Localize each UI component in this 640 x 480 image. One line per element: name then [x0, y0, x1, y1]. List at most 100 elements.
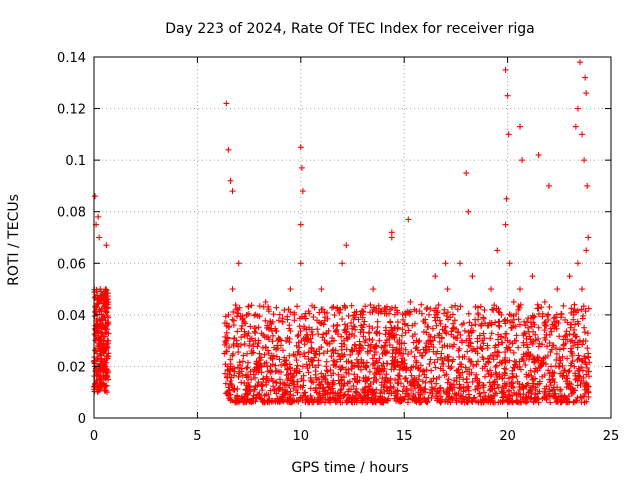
x-tick-label: 15 [396, 429, 413, 444]
data-point [445, 357, 452, 364]
data-point [387, 306, 394, 313]
data-point [513, 337, 520, 344]
x-axis-label: GPS time / hours [291, 460, 408, 476]
data-point [273, 304, 280, 311]
data-point [299, 188, 306, 195]
data-point [452, 395, 459, 402]
data-point [292, 352, 299, 359]
data-point [476, 390, 483, 397]
data-point [510, 298, 517, 305]
data-point [380, 344, 387, 351]
data-point [284, 316, 291, 323]
data-point [232, 302, 239, 309]
data-point [342, 391, 349, 398]
data-point [265, 336, 272, 343]
data-point [240, 352, 247, 359]
data-point [311, 304, 318, 311]
data-point [497, 333, 504, 340]
data-point [465, 387, 472, 394]
data-point [527, 367, 534, 374]
data-point [247, 368, 254, 375]
data-point [564, 336, 571, 343]
data-point [450, 324, 457, 331]
data-point [557, 370, 564, 377]
data-point [516, 321, 523, 328]
data-point [336, 353, 343, 360]
data-point [425, 323, 432, 330]
data-point [299, 363, 306, 370]
data-point [332, 363, 339, 370]
data-point [295, 331, 302, 338]
data-point [480, 330, 487, 337]
data-point [441, 372, 448, 379]
data-point [547, 325, 554, 332]
data-point [341, 302, 348, 309]
data-point [359, 309, 366, 316]
y-tick-label: 0.04 [57, 309, 86, 324]
data-point [319, 306, 326, 313]
data-point [239, 358, 246, 365]
data-point [469, 273, 476, 280]
data-point [276, 311, 283, 318]
data-point [105, 314, 112, 321]
data-point [372, 399, 379, 406]
data-point [397, 393, 404, 400]
data-point [545, 311, 552, 318]
data-point [235, 260, 242, 267]
data-point [574, 377, 581, 384]
data-point [287, 370, 294, 377]
data-point [400, 396, 407, 403]
data-point [429, 390, 436, 397]
data-point [475, 398, 482, 405]
data-point [389, 344, 396, 351]
data-point [467, 327, 474, 334]
data-point [336, 380, 343, 387]
data-point [407, 367, 414, 374]
data-point [274, 345, 281, 352]
data-point [546, 331, 553, 338]
data-point [503, 195, 510, 202]
data-point [270, 311, 277, 318]
data-point [286, 335, 293, 342]
chart-title: Day 223 of 2024, Rate Of TEC Index for r… [165, 21, 534, 37]
x-tick-label: 0 [90, 429, 98, 444]
data-point [544, 392, 551, 399]
data-point [93, 369, 100, 376]
data-point [531, 321, 538, 328]
data-point [510, 364, 517, 371]
data-point [582, 337, 589, 344]
data-point [234, 310, 241, 317]
data-point [505, 375, 512, 382]
data-point [560, 369, 567, 376]
data-point [513, 332, 520, 339]
data-point [366, 336, 373, 343]
data-point [312, 371, 319, 378]
data-point [570, 342, 577, 349]
data-point [549, 342, 556, 349]
data-point [247, 323, 254, 330]
data-point [422, 320, 429, 327]
data-point [545, 367, 552, 374]
data-point [373, 305, 380, 312]
data-point [103, 353, 110, 360]
data-point [236, 304, 243, 311]
data-point [572, 321, 579, 328]
data-point [252, 337, 259, 344]
data-point [501, 369, 508, 376]
data-point [475, 311, 482, 318]
data-point [495, 384, 502, 391]
y-tick-label: 0.06 [57, 257, 86, 272]
data-point [384, 397, 391, 404]
data-point [338, 386, 345, 393]
data-point [553, 325, 560, 332]
data-point [307, 385, 314, 392]
data-point [528, 389, 535, 396]
data-point [256, 303, 263, 310]
plot-frame [93, 56, 612, 419]
data-point [451, 317, 458, 324]
data-point [426, 337, 433, 344]
data-point [271, 386, 278, 393]
data-point [559, 396, 566, 403]
data-point [354, 397, 361, 404]
data-point [262, 379, 269, 386]
